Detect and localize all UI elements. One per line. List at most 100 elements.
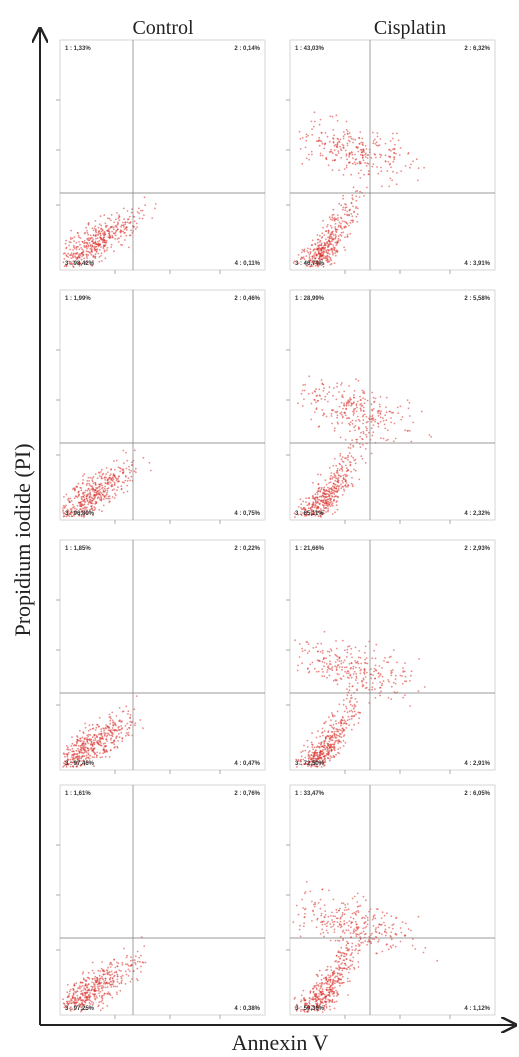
cell-dot [94,489,97,491]
cell-dot [301,389,304,392]
cell-dot [78,757,81,759]
cell-dot [340,204,343,207]
cell-dot [386,170,389,172]
cell-dot [331,495,333,497]
cell-dot [323,665,325,668]
cell-dot [310,509,313,511]
cell-dot [374,928,377,931]
cell-dot [436,959,439,962]
cell-dot [317,251,320,253]
cell-dot [313,667,316,670]
cell-dot [382,417,384,420]
cell-dot [82,745,85,748]
cell-dot [366,916,369,919]
cell-dot [328,889,330,892]
cell-dot [374,917,377,920]
cell-dot [335,398,338,401]
cell-dot [95,741,98,744]
cell-dot [101,989,104,992]
cell-dot [74,990,76,993]
cell-dot [352,673,355,675]
cell-dot [315,760,318,762]
cell-dot [138,956,141,959]
cell-dot [92,739,95,742]
cell-dot [349,397,351,399]
cell-dot [103,233,106,236]
cell-dot [370,403,373,406]
cell-dot [322,734,324,737]
cell-dot [329,477,332,480]
cell-dot [372,419,375,421]
cell-dot [389,177,392,180]
cell-dot [336,228,339,231]
cell-dot [356,933,359,936]
cell-dot [303,508,306,511]
cell-dot [100,498,103,501]
cell-dot [384,924,386,927]
cell-dot [338,141,341,144]
cell-dot [336,421,339,424]
cell-dot [323,904,326,906]
cell-dot [82,495,84,498]
quadrant-label: 2 : 6,32% [464,46,490,52]
cell-dot [85,756,88,759]
cell-dot [382,419,385,422]
cell-dot [107,966,109,969]
cell-dot [351,897,354,900]
cell-dot [353,703,356,706]
cell-dot [324,496,327,499]
cell-dot [375,141,378,144]
cell-dot [345,705,347,708]
cell-dot [351,952,353,954]
cell-dot [321,660,324,663]
cell-dot [355,673,358,675]
cell-dot [142,727,144,730]
cell-dot [394,678,397,680]
cell-dot [79,243,81,246]
cell-dot [77,234,80,237]
cell-dot [349,152,351,155]
cell-dot [320,249,322,252]
cell-dot [116,965,119,968]
cell-dot [83,241,86,244]
cell-dot [321,247,324,250]
cell-dot [86,243,89,245]
cell-dot [304,916,306,918]
cell-dot [345,128,348,131]
cell-dot [304,999,306,1002]
cell-dot [79,740,82,743]
cell-dot [363,413,366,416]
cell-dot [310,265,312,267]
cell-dot [330,750,333,752]
cell-dot [123,218,125,221]
cell-dot [324,914,327,916]
cell-dot [312,502,315,505]
cell-dot [106,482,109,485]
cell-dot [73,760,75,763]
cell-dot [342,675,345,677]
cell-dot [379,416,382,419]
cell-dot [86,238,89,241]
cell-dot [358,949,361,952]
cell-dot [371,434,374,437]
cell-dot [323,1007,326,1009]
cell-dot [378,932,381,934]
cell-dot [100,492,103,494]
cell-dot [98,260,101,263]
cell-dot [110,731,113,734]
cell-dot [108,232,110,235]
cell-dot [74,507,76,510]
cell-dot [304,261,307,264]
cell-dot [294,516,296,518]
quadrant-label: 2 : 5,58% [464,296,490,302]
cell-dot [363,402,366,405]
cell-dot [322,263,325,265]
cell-dot [330,730,333,733]
cell-dot [319,987,322,990]
cell-dot [79,237,82,239]
cell-dot [357,428,360,431]
cell-dot [395,917,397,919]
cell-dot [339,920,342,923]
cell-dot [341,915,343,918]
cell-dot [83,740,85,743]
